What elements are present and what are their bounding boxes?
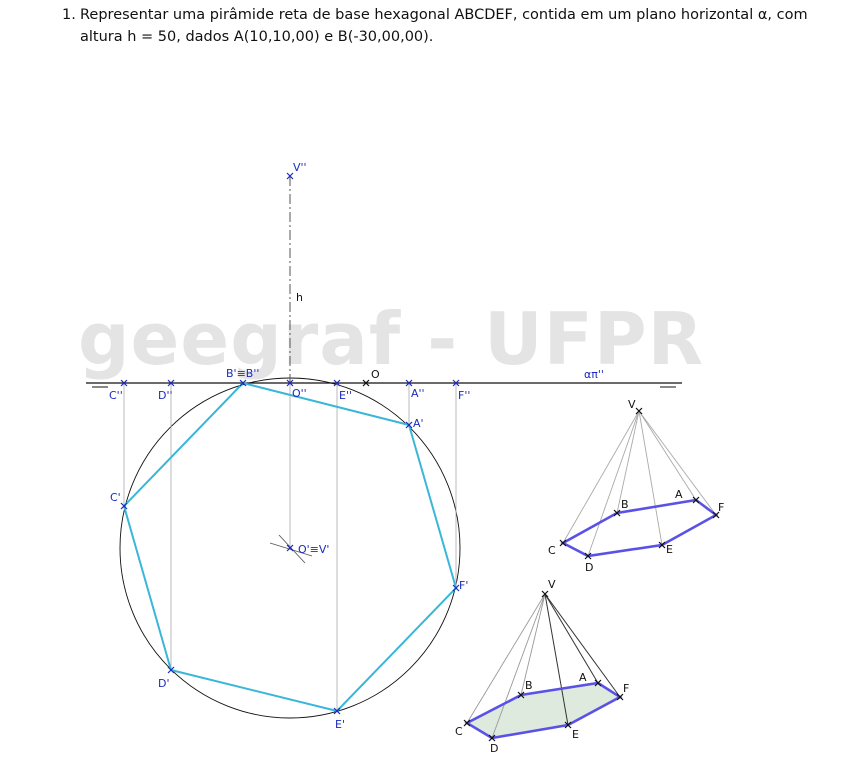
label-E-top: E'	[335, 718, 345, 731]
apex-front-label: V''	[293, 161, 307, 174]
persp2-label-A: A	[579, 671, 587, 684]
top-view-marks	[120, 421, 460, 715]
label-E-front: E''	[339, 389, 352, 402]
persp1-label-A: A	[675, 488, 683, 501]
height-label: h	[296, 291, 303, 304]
label-O-V-top: O'≡V'	[298, 543, 329, 556]
origin-label: O	[371, 368, 380, 381]
label-D-top: D'	[158, 677, 170, 690]
label-D-front: D''	[158, 389, 173, 402]
label-F-top: F'	[459, 579, 468, 592]
persp2-label-F: F	[623, 682, 629, 695]
front-projection-marks	[120, 379, 460, 387]
problem-line-1: Representar uma pirâmide reta de base he…	[80, 7, 808, 23]
problem-statement: 1. Representar uma pirâmide reta de base …	[62, 4, 842, 48]
persp1-label-E: E	[666, 543, 673, 556]
persp1-label-V: V	[628, 398, 636, 411]
center-arc-2	[278, 534, 306, 564]
mongean-construction: h O V'' C'' D'' B'≡B'' O'' E'' A'' F''	[86, 161, 682, 731]
persp2-label-V: V	[548, 578, 556, 591]
front-line-trace-label: απ''	[584, 368, 604, 381]
persp2-label-E: E	[572, 728, 579, 741]
label-A-top: A'	[413, 417, 424, 430]
label-F-front: F''	[458, 389, 470, 402]
pyramid-perspective-bottom: V A B C D E F	[455, 578, 629, 755]
persp2-label-C: C	[455, 725, 463, 738]
pyramid-perspective-top: V A B C D E F	[548, 398, 724, 574]
label-O-front: O''	[292, 387, 307, 400]
label-B-top-front: B'≡B''	[226, 367, 259, 380]
persp1-label-F: F	[718, 501, 724, 514]
watermark-text: geegraf - UFPR	[78, 297, 704, 381]
problem-number: 1.	[62, 7, 76, 23]
persp2-label-B: B	[525, 679, 533, 692]
persp1-label-C: C	[548, 544, 556, 557]
label-A-front: A''	[411, 387, 425, 400]
problem-line-2: altura h = 50, dados A(10,10,00) e B(-30…	[80, 29, 434, 45]
apex-front-point	[286, 172, 294, 180]
persp2-label-D: D	[490, 742, 498, 755]
persp1-label-B: B	[621, 498, 629, 511]
label-C-top: C'	[110, 491, 121, 504]
label-C-front: C''	[109, 389, 123, 402]
persp1-label-D: D	[585, 561, 593, 574]
recall-lines	[123, 383, 457, 711]
